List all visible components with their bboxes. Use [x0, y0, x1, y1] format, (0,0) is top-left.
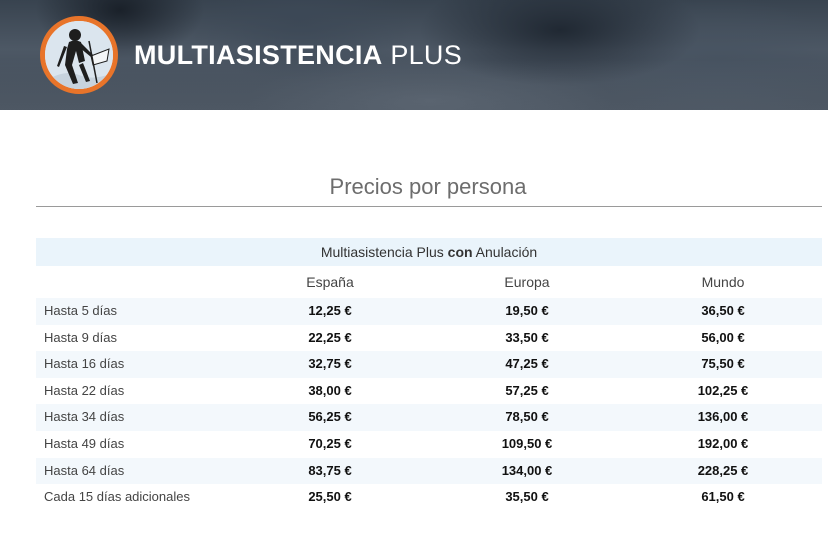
price-espana: 70,25 € [308, 435, 352, 451]
table-row: Hasta 9 días 22,25 € 33,50 € 56,00 € [36, 325, 822, 352]
price-mundo: 75,50 € [701, 356, 745, 372]
brand-bold: MULTIASISTENCIA [134, 40, 383, 70]
caption-post: Anulación [472, 244, 538, 260]
price-espana: 83,75 € [308, 462, 352, 478]
brand-name: MULTIASISTENCIA PLUS [134, 40, 462, 71]
price-mundo: 36,50 € [701, 303, 745, 318]
section-title: Precios por persona [329, 174, 527, 199]
price-mundo: 61,50 € [701, 489, 745, 505]
table-row: Hasta 49 días 70,25 € 109,50 € 192,00 € [36, 431, 822, 458]
table-row: Hasta 34 días 56,25 € 78,50 € 136,00 € [36, 404, 822, 431]
price-espana: 32,75 € [308, 356, 352, 372]
row-label: Hasta 5 días [44, 303, 117, 318]
price-table: Hasta 5 días 12,25 € 19,50 € 36,50 € Has… [36, 298, 822, 511]
row-label: Cada 15 días adicionales [44, 489, 190, 505]
row-label: Hasta 9 días [44, 329, 117, 345]
table-row: Hasta 64 días 83,75 € 134,00 € 228,25 € [36, 457, 822, 485]
row-label: Hasta 64 días [44, 462, 125, 478]
header-banner: MULTIASISTENCIA PLUS [0, 0, 828, 110]
price-espana: 12,25 € [308, 303, 352, 318]
price-espana: 38,00 € [308, 382, 352, 398]
price-espana: 25,50 € [308, 489, 352, 505]
row-label: Hasta 49 días [44, 435, 125, 451]
column-header-mundo: Mundo [701, 274, 745, 290]
price-mundo: 192,00 € [697, 435, 749, 451]
table-caption: Multiasistencia Plus con Anulación [36, 238, 822, 266]
table-row: Hasta 16 días 32,75 € 47,25 € 75,50 € [36, 351, 822, 378]
price-espana: 56,25 € [308, 409, 352, 425]
caption-pre: Multiasistencia Plus [320, 244, 448, 260]
price-europa: 109,50 € [501, 435, 553, 451]
hiker-logo-icon[interactable] [40, 16, 118, 94]
brand-light: PLUS [390, 40, 463, 70]
column-header-espana: España [306, 274, 354, 290]
row-label: Hasta 34 días [44, 409, 125, 425]
price-mundo: 102,25 € [697, 382, 749, 398]
price-espana: 22,25 € [308, 329, 352, 345]
title-divider [36, 206, 822, 207]
hiker-figure-icon [45, 21, 113, 89]
table-row: Hasta 5 días 12,25 € 19,50 € 36,50 € [36, 298, 822, 325]
banner-mist [0, 60, 828, 110]
price-europa: 57,25 € [505, 382, 549, 398]
column-header-europa: Europa [504, 274, 550, 290]
price-europa: 134,00 € [501, 462, 553, 478]
price-europa: 33,50 € [505, 329, 549, 345]
table-row: Hasta 22 días 38,00 € 57,25 € 102,25 € [36, 378, 822, 405]
price-mundo: 56,00 € [701, 329, 745, 345]
caption-bold: con [447, 244, 473, 260]
row-label: Hasta 22 días [44, 382, 125, 398]
price-europa: 19,50 € [505, 303, 549, 318]
price-mundo: 136,00 € [697, 409, 749, 425]
price-europa: 78,50 € [505, 409, 549, 425]
row-label: Hasta 16 días [44, 356, 125, 372]
price-mundo: 228,25 € [697, 462, 749, 478]
table-row: Cada 15 días adicionales 25,50 € 35,50 €… [36, 484, 822, 511]
price-europa: 47,25 € [505, 356, 549, 372]
price-europa: 35,50 € [505, 489, 549, 505]
